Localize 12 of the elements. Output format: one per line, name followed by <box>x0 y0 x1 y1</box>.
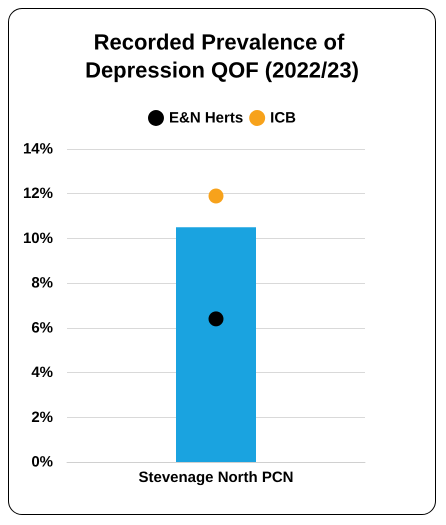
legend-label: E&N Herts <box>168 110 244 126</box>
y-tick-label: 8% <box>31 274 53 292</box>
y-tick-label: 6% <box>31 319 53 336</box>
legend-label: ICB <box>270 110 296 126</box>
y-tick-label: 4% <box>31 364 53 382</box>
y-tick-label: 12% <box>22 185 53 202</box>
y-tick-label: 2% <box>31 408 53 426</box>
chart-title: Recorded Prevalence of Depression QOF (2022/23) <box>85 30 359 82</box>
x-tick-label: Stevenage North PCN <box>138 469 294 486</box>
y-tick-label: 10% <box>22 230 53 247</box>
y-tick-label: 0% <box>31 454 53 470</box>
y-tick-label: 14% <box>22 140 53 158</box>
